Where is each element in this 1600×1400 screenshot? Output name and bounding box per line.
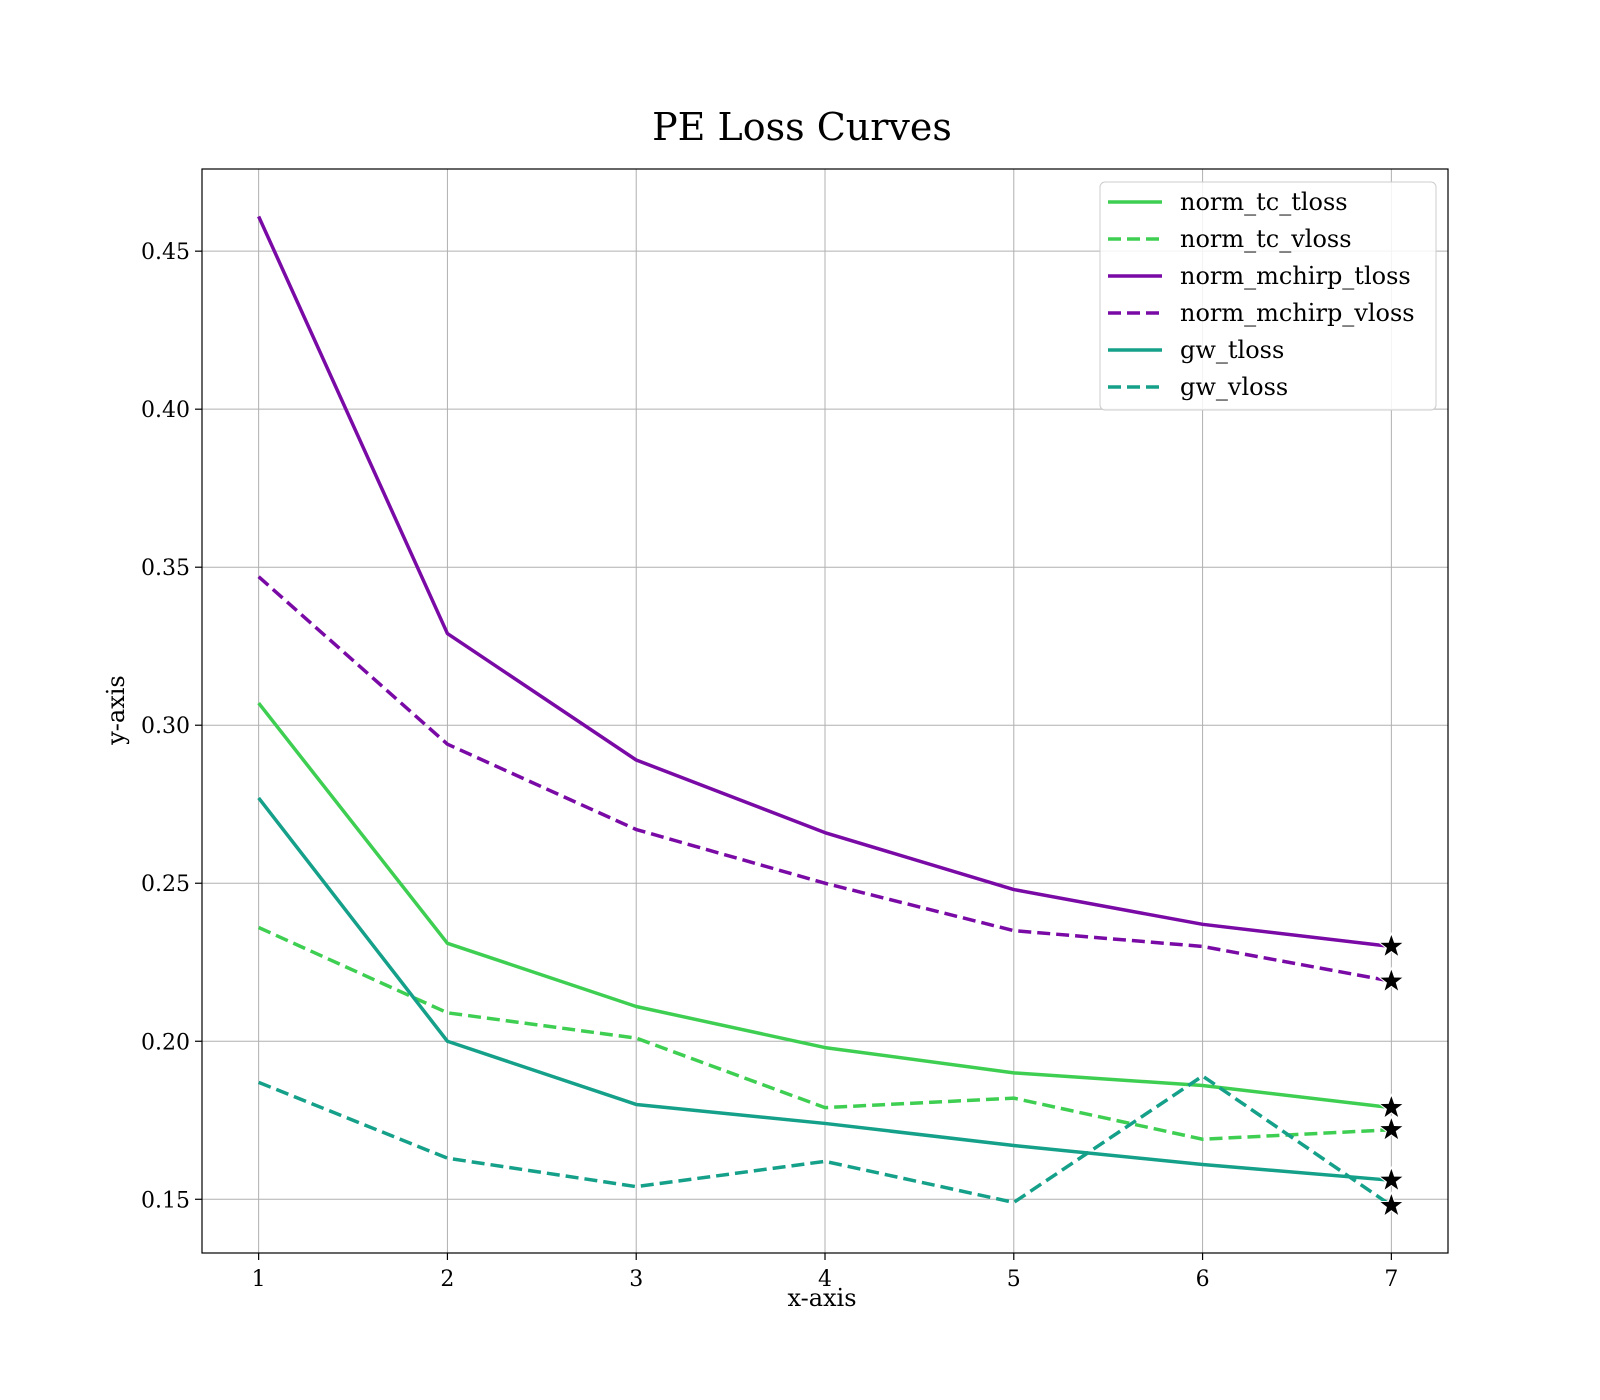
y-tick-label: 0.35 <box>141 556 190 581</box>
axis-ticks: 1 2 3 4 5 6 7 0.15 0.20 0.25 0.30 0.35 0.40 0.45 <box>141 240 1398 1292</box>
series-line-norm_tc_tloss <box>257 702 1392 1110</box>
end-star-marker <box>1377 966 1406 993</box>
legend-label: norm_mchirp_tloss <box>1180 262 1411 290</box>
x-tick-label: 1 <box>252 1267 266 1292</box>
chart-title: PE Loss Curves <box>652 105 952 149</box>
y-tick-label: 0.25 <box>141 872 190 897</box>
x-tick-label: 6 <box>1196 1267 1210 1292</box>
x-tick-label: 5 <box>1007 1267 1021 1292</box>
y-tick-label: 0.40 <box>141 398 190 423</box>
end-star-marker <box>1377 1165 1406 1193</box>
legend-label: gw_tloss <box>1180 336 1284 364</box>
x-tick-label: 3 <box>629 1267 643 1292</box>
series-lines <box>257 215 1393 1208</box>
x-tick-label: 7 <box>1384 1267 1398 1292</box>
end-star-marker <box>1377 1191 1406 1218</box>
end-markers <box>1377 931 1406 1218</box>
legend-label: norm_mchirp_vloss <box>1180 299 1415 327</box>
end-star-marker <box>1377 1115 1406 1142</box>
y-tick-label: 0.30 <box>141 714 190 739</box>
legend: norm_tc_tloss norm_tc_vloss norm_mchirp_tl… <box>1099 181 1437 411</box>
y-axis-label: y-axis <box>102 675 130 746</box>
series-line-gw_tloss <box>257 796 1392 1183</box>
legend-label: norm_tc_vloss <box>1180 225 1352 253</box>
y-tick-label: 0.45 <box>141 240 190 265</box>
end-star-marker <box>1377 1093 1406 1120</box>
series-line-norm_tc_vloss <box>257 925 1392 1141</box>
end-star-marker <box>1377 931 1406 959</box>
y-tick-label: 0.20 <box>141 1030 190 1055</box>
x-tick-label: 2 <box>440 1267 454 1292</box>
legend-label: norm_tc_tloss <box>1180 188 1348 216</box>
legend-label: gw_vloss <box>1180 373 1288 401</box>
series-line-norm_mchirp_tloss <box>257 215 1392 949</box>
x-tick-label: 4 <box>818 1267 832 1292</box>
x-axis-label: x-axis <box>787 1284 856 1312</box>
y-tick-label: 0.15 <box>141 1188 190 1213</box>
legend-box <box>1099 181 1437 411</box>
series-line-norm_mchirp_vloss <box>257 575 1392 983</box>
